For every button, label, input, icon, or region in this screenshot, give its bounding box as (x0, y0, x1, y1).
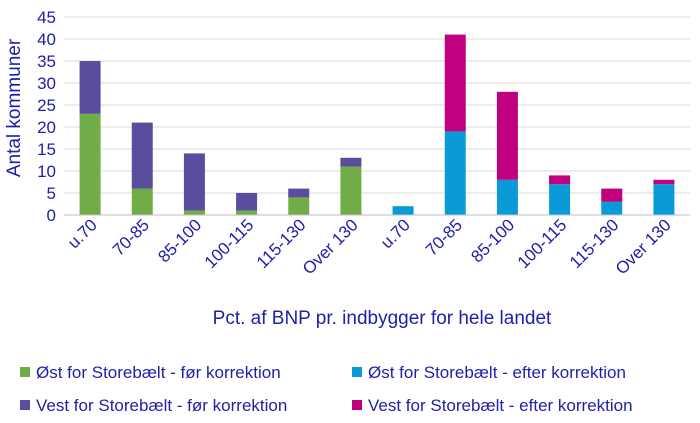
bar-segment (653, 179, 675, 185)
bar-segment (549, 184, 571, 215)
legend-label: Øst for Storebælt - før korrektion (36, 363, 281, 382)
y-tick-labels: 0 5 10 15 20 25 30 35 40 45 (37, 8, 56, 225)
x-tick-label: 70-85 (422, 215, 466, 259)
y-tick-label: 40 (37, 30, 56, 49)
y-axis-title: Antal kommuner (4, 38, 25, 177)
bar-segment (340, 166, 362, 215)
bar-segment (288, 197, 310, 215)
legend-swatch (352, 400, 362, 410)
y-tick-label: 10 (37, 162, 56, 181)
bar-segment (601, 201, 623, 215)
y-tick-label: 25 (37, 96, 56, 115)
bars (79, 34, 675, 215)
y-tick-label: 30 (37, 74, 56, 93)
x-axis-title: Pct. af BNP pr. indbygger for hele lande… (213, 308, 552, 329)
x-tick-label: u.70 (64, 215, 101, 252)
bar-segment (131, 122, 153, 189)
legend: Øst for Storebælt - før korrektion Øst fo… (20, 363, 633, 415)
y-tick-label: 0 (47, 206, 56, 225)
x-tick-label: Over 130 (299, 215, 362, 278)
bar-segment (236, 210, 258, 215)
legend-label: Vest for Storebælt - efter korrektion (368, 396, 633, 415)
x-tick-label: u.70 (377, 215, 414, 252)
bar-segment (444, 131, 466, 215)
y-tick-label: 5 (47, 184, 56, 203)
bar-segment (444, 34, 466, 132)
bar-segment (496, 91, 518, 180)
bar-segment (183, 153, 205, 211)
x-tick-label: Over 130 (612, 215, 675, 278)
bar-segment (288, 188, 310, 198)
bar-segment (236, 193, 258, 211)
bar-segment (653, 184, 675, 215)
legend-swatch (20, 367, 30, 377)
y-tick-label: 20 (37, 118, 56, 137)
y-tick-label: 15 (37, 140, 56, 159)
bar-segment (549, 175, 571, 185)
bar-segment (392, 206, 414, 215)
x-tick-label: 70-85 (109, 215, 153, 259)
bar-segment (601, 188, 623, 202)
bar-segment (131, 188, 153, 215)
bar-segment (79, 113, 101, 215)
bar-segment (79, 61, 101, 114)
x-tick-label: 100-115 (201, 215, 258, 272)
y-tick-label: 45 (37, 8, 56, 27)
legend-label: Øst for Storebælt - efter korrektion (368, 363, 626, 382)
bar-segment (496, 179, 518, 215)
y-tick-label: 35 (37, 52, 56, 71)
x-tick-label: 100-115 (514, 215, 571, 272)
legend-swatch (20, 400, 30, 410)
bar-segment (183, 210, 205, 215)
legend-label: Vest for Storebælt - før korrektion (36, 396, 287, 415)
gridlines (64, 16, 690, 194)
legend-swatch (352, 367, 362, 377)
bar-segment (340, 157, 362, 167)
x-tick-label: 85-100 (154, 215, 205, 266)
x-tick-label: 85-100 (467, 215, 518, 266)
